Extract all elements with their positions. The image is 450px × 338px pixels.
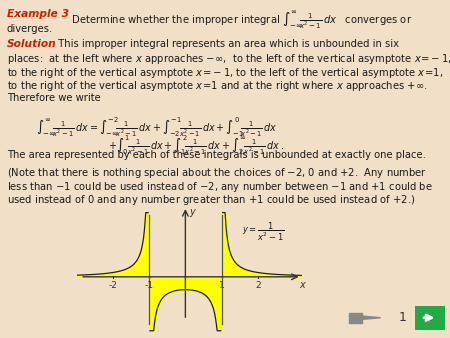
Text: Example 3: Example 3: [7, 9, 69, 20]
Text: y: y: [189, 208, 195, 217]
Text: $y = \dfrac{1}{x^2-1}$: $y = \dfrac{1}{x^2-1}$: [242, 221, 284, 243]
Text: used instead of $0$ and any number greater than $+1$ could be used instead of $+: used instead of $0$ and any number great…: [7, 193, 415, 207]
Text: places:  at the left where $x$ approaches $-\infty$,  to the left of the vertica: places: at the left where $x$ approaches…: [7, 52, 450, 66]
Text: to the right of the vertical asymptote $x\!=\!-1$, to the left of the vertical a: to the right of the vertical asymptote $…: [7, 66, 443, 80]
Text: This improper integral represents an area which is unbounded in six: This improper integral represents an are…: [52, 39, 399, 49]
Text: 1: 1: [398, 311, 406, 324]
Text: (Note that there is nothing special about the choices of $-2$, $0$ and $+2$.  An: (Note that there is nothing special abou…: [7, 166, 427, 179]
Text: -2: -2: [108, 281, 117, 290]
Text: diverges.: diverges.: [7, 24, 53, 34]
Text: 2: 2: [255, 281, 261, 290]
Text: x: x: [300, 280, 306, 290]
Text: $\int_{-\infty}^{\infty}\!\frac{1}{x^2-1}\,dx = \int_{-\infty}^{-2}\!\frac{1}{x^: $\int_{-\infty}^{\infty}\!\frac{1}{x^2-1…: [36, 115, 278, 139]
Text: Therefore we write: Therefore we write: [7, 93, 100, 103]
Polygon shape: [362, 316, 381, 319]
FancyBboxPatch shape: [415, 306, 445, 330]
Text: to the right of the vertical asymptote $x\!=\!1$ and at the right where $x$ appr: to the right of the vertical asymptote $…: [7, 79, 428, 93]
Text: less than $-1$ could be used instead of $-2$, any number between $-1$ and $+1$ c: less than $-1$ could be used instead of …: [7, 180, 432, 194]
Text: -1: -1: [144, 281, 153, 290]
Text: Solution: Solution: [7, 39, 57, 49]
Text: $+ \int_{0}^{1}\!\frac{1}{x^2-1}\,dx + \int_{1}^{2}\!\frac{1}{x^2-1}\,dx + \int_: $+ \int_{0}^{1}\!\frac{1}{x^2-1}\,dx + \…: [108, 134, 284, 157]
Text: Determine whether the improper integral $\int_{-\infty}^{\infty}\!\frac{1}{x^2-1: Determine whether the improper integral …: [65, 9, 413, 31]
Polygon shape: [349, 313, 362, 323]
Text: The area represented by each of these integrals is unbounded at exactly one plac: The area represented by each of these in…: [7, 150, 426, 161]
Text: 1: 1: [219, 281, 225, 290]
